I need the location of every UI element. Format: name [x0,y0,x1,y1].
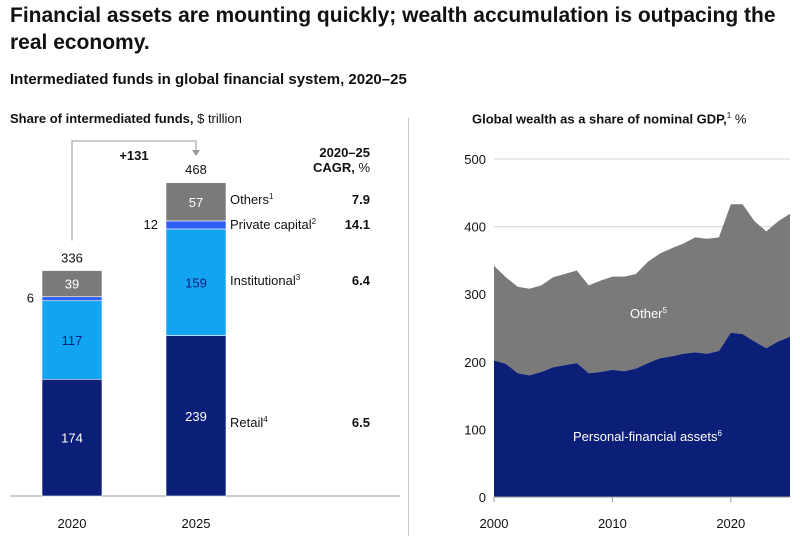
bar-value-label: 57 [189,195,203,210]
private-capital-value-label: 6 [27,291,34,306]
page-title: Financial assets are mounting quickly; w… [10,4,776,54]
bar-2025-private-capital [165,220,227,230]
legend-label-retail: Retail4 [230,415,268,430]
growth-bracket-line [71,140,197,241]
bar-2020-institutional [41,300,103,380]
area-series-personal-financial-assets [494,332,790,497]
area-label-other: Other5 [630,306,668,321]
right-panel-title: Global wealth as a share of nominal GDP,… [472,111,746,126]
bar-value-label: 239 [185,409,207,424]
private-capital-value-label: 12 [144,217,158,232]
y-tick-label: 300 [464,287,486,302]
y-tick-label: 400 [464,220,486,235]
cagr-value-private-capital: 14.1 [345,217,370,232]
chart-subtitle: Intermediated funds in global financial … [10,71,407,88]
bar-2025-institutional [165,228,227,336]
area-series-other [494,204,790,376]
bar-total-label: 468 [185,162,207,177]
y-tick-label: 0 [479,490,486,505]
x-tick-label: 2020 [716,516,745,531]
x-tick-label: 2025 [182,516,211,531]
bar-value-label: 159 [185,275,207,290]
right-panel-title-unit: % [731,111,747,127]
bar-2020-private-capital [41,296,103,302]
left-panel-title-unit: $ trillion [193,111,242,126]
bar-2025-others [165,182,227,222]
legend-label-institutional: Institutional3 [230,273,301,288]
cagr-header-line2: CAGR, % [313,160,371,175]
cagr-value-retail: 6.5 [352,415,370,430]
cagr-value-institutional: 6.4 [352,273,371,288]
bar-2020-others [41,270,103,298]
bar-value-label: 174 [61,431,83,446]
x-tick-label: 2020 [58,516,87,531]
right-panel-title-bold: Global wealth as a share of nominal GDP, [472,111,727,127]
legend-label-private-capital: Private capital2 [230,217,317,232]
bar-2020-retail [41,378,103,497]
left-panel-title-bold: Share of intermediated funds, [10,111,194,126]
cagr-header-line1: 2020–25 [319,145,370,160]
x-tick-label: 2000 [480,516,509,531]
x-tick-label: 2010 [598,516,627,531]
growth-delta-label: +131 [119,148,148,163]
y-tick-label: 200 [464,355,486,370]
right-panel-title-sup: 1 [726,111,732,120]
y-tick-label: 100 [464,422,486,437]
y-tick-label: 500 [464,152,486,167]
bar-value-label: 39 [65,277,79,292]
bar-value-label: 117 [62,333,83,348]
bar-total-label: 336 [61,251,83,266]
panel-divider [408,118,409,536]
legend-label-others: Others1 [230,192,274,207]
area-label-personal-financial-assets: Personal-financial assets6 [573,429,723,444]
cagr-value-others: 7.9 [352,192,370,207]
left-panel-title: Share of intermediated funds, $ trillion [10,111,242,126]
growth-bracket-arrowhead [192,150,200,156]
